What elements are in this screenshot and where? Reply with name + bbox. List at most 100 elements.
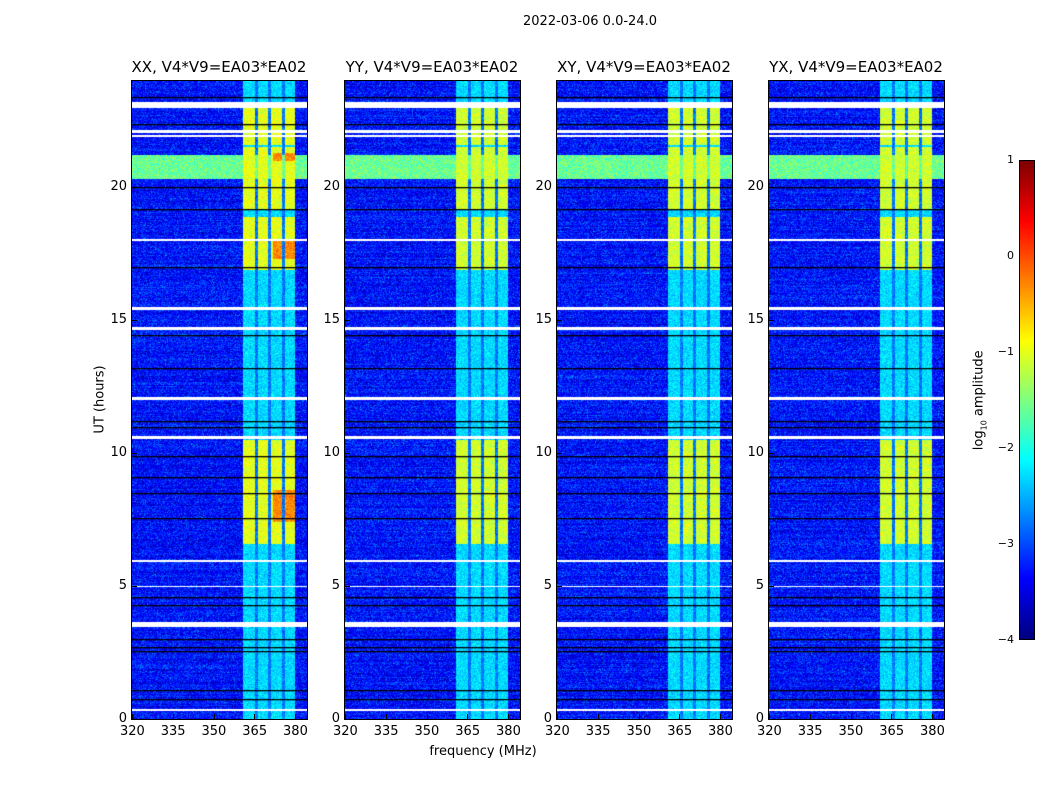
x-axis-label: frequency (MHz) (429, 744, 537, 759)
y-tick-mark (768, 187, 774, 189)
x-tick-label: 380 (708, 724, 733, 739)
y-tick-label: 10 (110, 445, 127, 461)
x-tick-label: 350 (201, 724, 227, 739)
y-tick-label: 0 (331, 711, 340, 726)
x-tick-label: 320 (120, 724, 145, 739)
x-tick-label: 380 (496, 724, 521, 739)
colorbar-tick-label: 0 (1007, 249, 1014, 262)
y-tick-label: 15 (535, 312, 552, 328)
y-tick-label: 0 (543, 711, 552, 726)
colorbar-tick-label: 1 (1007, 153, 1014, 166)
y-tick-mark (131, 320, 137, 322)
x-tick-label: 320 (333, 724, 358, 739)
heatmap-panel (768, 80, 945, 720)
x-tick-label: 380 (283, 724, 308, 739)
y-tick-label: 5 (118, 578, 127, 594)
x-tick-mark (891, 714, 893, 720)
x-tick-mark (932, 714, 934, 720)
colorbar-label-sub: 10 (979, 420, 989, 431)
colorbar-tick-label: −1 (997, 345, 1014, 358)
heatmap-image (132, 81, 307, 719)
x-tick-mark (850, 714, 852, 720)
y-tick-label: 20 (110, 179, 127, 195)
y-tick-mark (131, 719, 137, 720)
y-tick-mark (131, 586, 137, 588)
heatmap-panel (344, 80, 521, 720)
x-tick-label: 350 (414, 724, 440, 739)
x-tick-mark (172, 714, 174, 720)
x-tick-label: 335 (585, 724, 611, 739)
x-tick-label: 365 (667, 724, 693, 739)
x-tick-label: 320 (545, 724, 570, 739)
y-tick-mark (131, 187, 137, 189)
colorbar-tick-label: −4 (997, 633, 1014, 646)
y-tick-label: 15 (747, 312, 764, 328)
x-tick-mark (638, 714, 640, 720)
panel-title: XX, V4*V9=EA03*EA02 (131, 58, 307, 76)
y-tick-label: 15 (110, 312, 127, 328)
y-tick-label: 5 (331, 578, 340, 594)
x-tick-mark (557, 714, 558, 720)
y-tick-label: 0 (118, 711, 127, 726)
x-tick-label: 335 (797, 724, 823, 739)
y-tick-mark (556, 586, 562, 588)
x-tick-mark (213, 714, 215, 720)
x-tick-mark (132, 714, 133, 720)
y-tick-label: 5 (755, 578, 764, 594)
x-tick-mark (597, 714, 599, 720)
panel-title: YX, V4*V9=EA03*EA02 (769, 58, 943, 76)
y-tick-label: 20 (323, 179, 340, 195)
colorbar-tick-label: −3 (997, 537, 1014, 550)
y-tick-label: 20 (535, 179, 552, 195)
heatmap-image (345, 81, 520, 719)
y-axis-label: UT (hours) (92, 365, 108, 434)
x-tick-mark (254, 714, 256, 720)
x-tick-mark (345, 714, 346, 720)
x-tick-label: 335 (160, 724, 186, 739)
x-tick-label: 380 (920, 724, 945, 739)
x-tick-mark (508, 714, 510, 720)
colorbar (1019, 160, 1035, 640)
y-tick-label: 10 (535, 445, 552, 461)
x-tick-label: 365 (455, 724, 481, 739)
x-tick-label: 365 (879, 724, 905, 739)
colorbar-tick-label: −2 (997, 441, 1014, 454)
heatmap-image (769, 81, 944, 719)
panel-title: YY, V4*V9=EA03*EA02 (345, 58, 519, 76)
heatmap-image (557, 81, 732, 719)
y-tick-mark (556, 187, 562, 189)
colorbar-label-rest: amplitude (971, 350, 987, 421)
y-tick-mark (131, 453, 137, 455)
heatmap-panel (131, 80, 308, 720)
x-tick-mark (720, 714, 722, 720)
y-tick-label: 10 (323, 445, 340, 461)
y-tick-label: 10 (747, 445, 764, 461)
y-tick-mark (768, 320, 774, 322)
x-tick-label: 335 (373, 724, 399, 739)
y-tick-mark (556, 453, 562, 455)
x-tick-label: 320 (757, 724, 782, 739)
y-tick-label: 0 (755, 711, 764, 726)
x-tick-mark (467, 714, 469, 720)
y-tick-mark (768, 719, 774, 720)
panel-title: XY, V4*V9=EA03*EA02 (557, 58, 731, 76)
y-tick-mark (344, 586, 350, 588)
y-tick-mark (556, 320, 562, 322)
x-tick-mark (769, 714, 770, 720)
figure-title: 2022-03-06 0.0-24.0 (523, 14, 657, 29)
x-tick-label: 350 (838, 724, 864, 739)
y-tick-label: 20 (747, 179, 764, 195)
y-tick-mark (344, 320, 350, 322)
x-tick-mark (295, 714, 297, 720)
x-tick-label: 350 (626, 724, 652, 739)
x-tick-mark (809, 714, 811, 720)
x-tick-mark (426, 714, 428, 720)
y-tick-mark (768, 586, 774, 588)
y-tick-mark (556, 719, 562, 720)
y-tick-mark (344, 187, 350, 189)
y-tick-mark (768, 453, 774, 455)
y-tick-mark (344, 719, 350, 720)
y-tick-mark (344, 453, 350, 455)
x-tick-mark (385, 714, 387, 720)
x-tick-label: 365 (242, 724, 268, 739)
